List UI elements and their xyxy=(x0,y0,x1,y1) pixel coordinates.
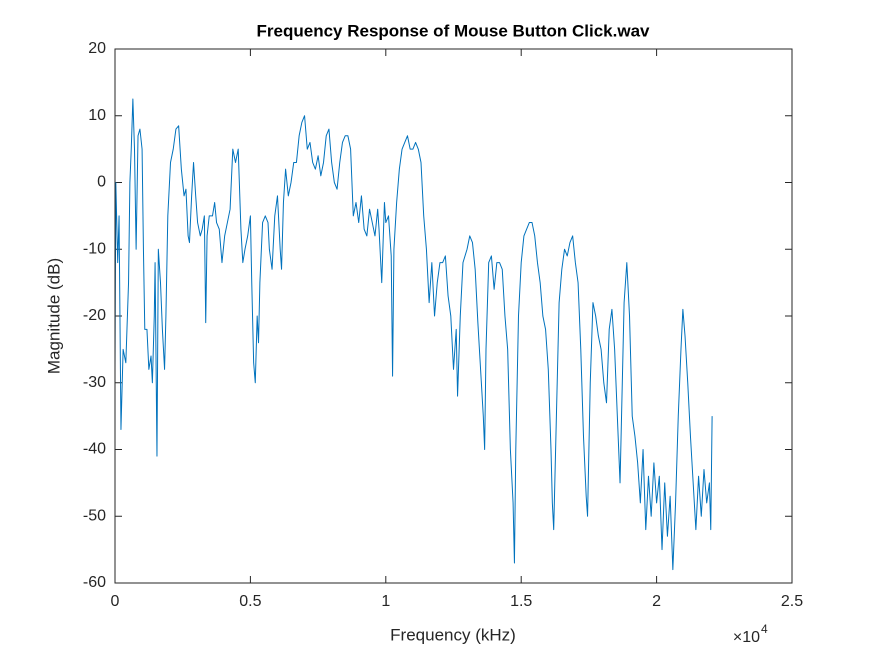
axes-box xyxy=(114,48,793,584)
data-line xyxy=(114,98,713,571)
x-multiplier: ×10 xyxy=(733,629,760,646)
x-multiplier-exponent: 4 xyxy=(761,622,768,636)
y-tick-label: -30 xyxy=(83,374,106,391)
x-tick-label: 0.5 xyxy=(239,593,261,610)
chart-title: Frequency Response of Mouse Button Click… xyxy=(257,21,651,40)
x-tick-label: 2 xyxy=(652,593,661,610)
y-tick-label: 10 xyxy=(88,107,106,124)
y-tick-label: -50 xyxy=(83,507,106,524)
x-tick-label: 0 xyxy=(111,593,120,610)
y-tick-label: -10 xyxy=(83,240,106,257)
plot-area xyxy=(115,49,792,583)
y-axis-label: Magnitude (dB) xyxy=(44,258,63,374)
y-tick-label: -40 xyxy=(83,441,106,458)
y-tick-label: -60 xyxy=(83,574,106,591)
x-tick-label: 2.5 xyxy=(781,593,803,610)
x-axis-label: Frequency (kHz) xyxy=(390,625,516,644)
y-tick-label: -20 xyxy=(83,307,106,324)
y-tick-label: 0 xyxy=(97,174,106,191)
y-tick-label: 20 xyxy=(88,40,106,57)
x-tick-label: 1 xyxy=(381,593,390,610)
x-tick-label: 1.5 xyxy=(510,593,532,610)
